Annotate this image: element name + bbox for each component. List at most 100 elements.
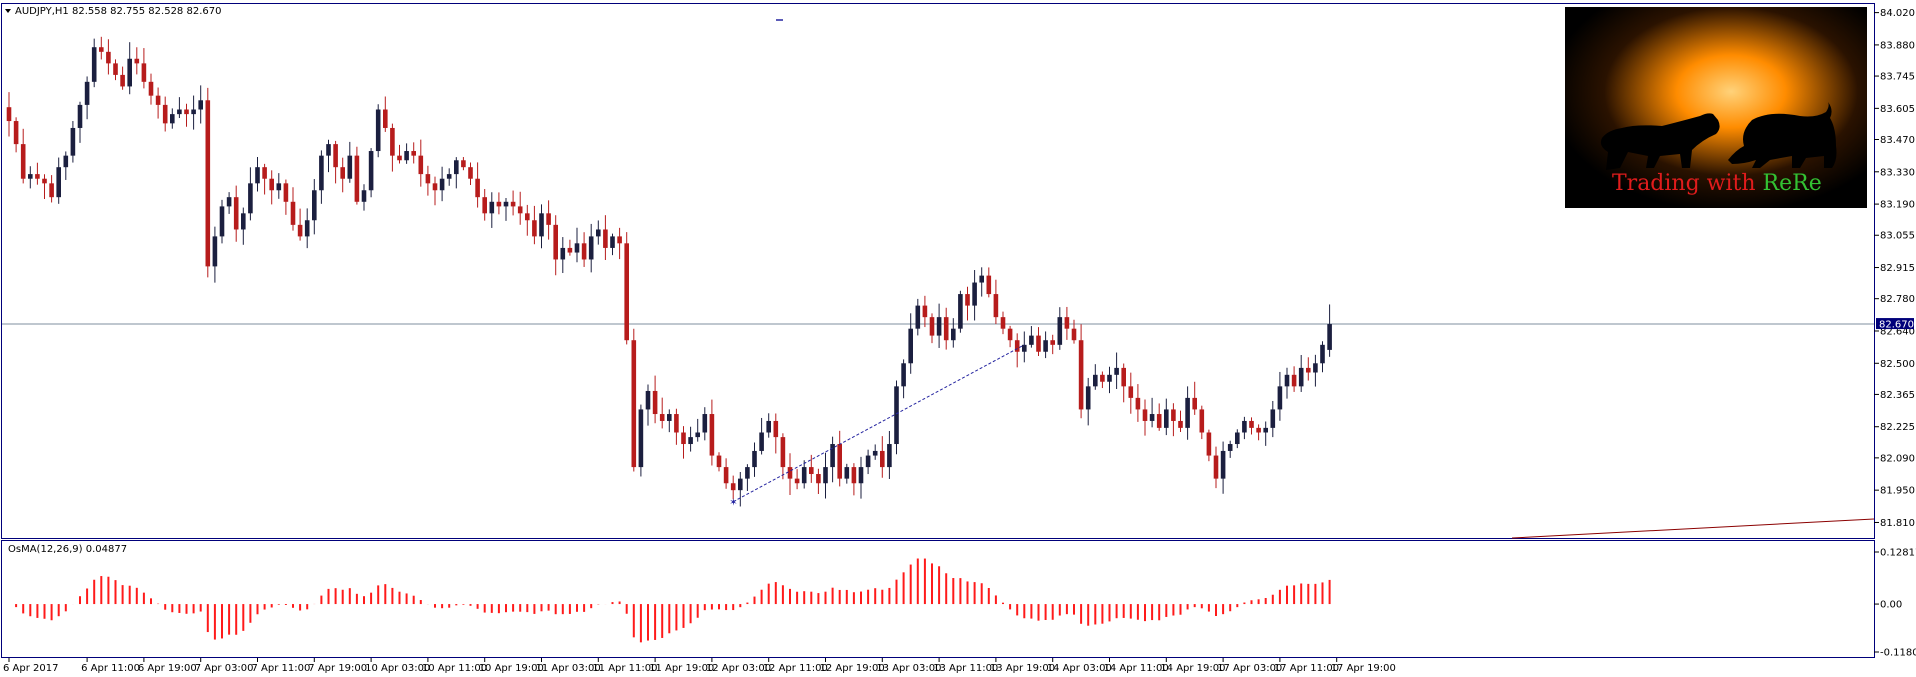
candle-body xyxy=(496,201,502,207)
time-tick-label: 6 Apr 2017 xyxy=(3,663,58,674)
candle-body xyxy=(205,100,211,267)
candle-body xyxy=(411,151,416,156)
candle-body xyxy=(801,467,807,484)
logo-text: Trading with ReRe xyxy=(1612,171,1822,196)
candle-body xyxy=(1220,450,1226,479)
price-panel: ✶ 84.020 83.880 83.745 83.605 83.470 83.330 83… xyxy=(1,3,1915,539)
price-tick-label: 82.365 xyxy=(1880,390,1915,401)
candle-body xyxy=(191,109,196,115)
candle-body xyxy=(510,201,516,207)
candle-body xyxy=(880,450,885,468)
time-tick-label: 7 Apr 11:00 xyxy=(252,663,311,674)
dropdown-arrow-icon[interactable] xyxy=(5,9,11,13)
candle-body xyxy=(354,155,360,202)
candle-body xyxy=(1313,363,1318,373)
candle-body xyxy=(1256,427,1261,433)
candle-body xyxy=(652,390,658,415)
candle-body xyxy=(624,243,629,341)
candle-body xyxy=(28,174,33,179)
candle-body xyxy=(468,167,473,179)
candle-body xyxy=(148,81,154,96)
price-tick-label: 82.780 xyxy=(1880,294,1915,305)
candle-body xyxy=(297,224,303,237)
candle-body xyxy=(347,155,353,179)
drawn-trendline[interactable] xyxy=(732,344,1025,503)
candle-body xyxy=(546,213,551,225)
candle-body xyxy=(312,190,317,221)
time-tick-label: 11 Apr 03:00 xyxy=(536,663,601,674)
candle-body xyxy=(1000,317,1006,329)
candle-body xyxy=(368,151,374,191)
candle-body xyxy=(823,467,828,484)
red-trendline[interactable] xyxy=(1511,518,1875,539)
candle-body xyxy=(418,155,424,175)
candle-body xyxy=(951,328,956,341)
osma-panel: 0.12817 0.00 -0.11803 OsMA(12,26,9) 0.0487… xyxy=(1,540,1916,659)
price-tick-label: 82.915 xyxy=(1880,263,1915,274)
candle-body xyxy=(667,414,672,421)
price-tick-label: 83.470 xyxy=(1880,135,1915,146)
candle-body xyxy=(226,197,232,207)
candle-body xyxy=(248,183,253,214)
candle-body xyxy=(1327,324,1332,350)
candle-body xyxy=(1242,420,1247,433)
time-tick-label: 13 Apr 03:00 xyxy=(876,663,941,674)
candle-body xyxy=(1263,427,1268,433)
candle-body xyxy=(482,197,487,214)
time-tick-label: 6 Apr 11:00 xyxy=(81,663,140,674)
candle-body xyxy=(525,213,530,221)
candle-body xyxy=(1199,409,1205,433)
candle-body xyxy=(1007,328,1013,341)
osma-axis: 0.12817 0.00 -0.11803 xyxy=(1874,548,1916,659)
candle-body xyxy=(461,160,466,168)
candle-body xyxy=(915,305,921,329)
candle-body xyxy=(830,444,835,468)
candle-body xyxy=(1206,432,1212,456)
candle-body xyxy=(610,236,615,248)
candle-body xyxy=(198,100,203,110)
price-tick-label: 83.605 xyxy=(1880,104,1915,115)
candle-body xyxy=(162,104,168,124)
time-tick-label: 7 Apr 03:00 xyxy=(195,663,254,674)
candle-body xyxy=(35,174,40,179)
current-price-tag-bg xyxy=(1876,318,1914,330)
candle-body xyxy=(241,213,246,230)
candle-body xyxy=(184,109,189,115)
candle-body xyxy=(1036,335,1041,352)
candle-body xyxy=(1064,317,1070,329)
candle-body xyxy=(517,206,523,214)
candle-body xyxy=(1277,386,1283,410)
candle-body xyxy=(631,340,637,468)
candle-body xyxy=(63,155,69,168)
candle-body xyxy=(894,386,899,445)
candle-body xyxy=(333,144,338,168)
candle-body xyxy=(588,236,594,260)
candle-body xyxy=(475,178,480,198)
candle-body xyxy=(1164,409,1169,428)
candle-body xyxy=(1100,374,1105,382)
price-panel-frame xyxy=(1,3,1875,539)
symbol-header: AUDJPY,H1 82.558 82.755 82.528 82.670 xyxy=(15,6,221,17)
candle-body xyxy=(326,144,331,156)
candle-body xyxy=(958,294,963,329)
candle-body xyxy=(745,467,750,479)
logo-text-part1: Trading with xyxy=(1612,171,1763,196)
trendline-anchor-icon[interactable]: ✶ xyxy=(729,498,737,509)
candle-body xyxy=(319,155,324,191)
time-tick-label: 17 Apr 19:00 xyxy=(1331,663,1396,674)
candle-body xyxy=(255,167,260,184)
candle-body xyxy=(922,305,928,318)
candle-body xyxy=(603,229,608,248)
candle-body xyxy=(865,455,871,468)
candle-body xyxy=(77,104,83,128)
osma-tick-label: -0.11803 xyxy=(1880,648,1916,659)
candle-body xyxy=(688,437,693,445)
osma-tick-label: 0.12817 xyxy=(1880,548,1916,559)
candle-body xyxy=(1142,409,1148,421)
candle-body xyxy=(979,275,984,283)
candle-body xyxy=(1071,328,1077,341)
candle-body xyxy=(1185,397,1190,428)
time-tick-label: 13 Apr 19:00 xyxy=(990,663,1055,674)
candle-body xyxy=(1014,340,1020,352)
